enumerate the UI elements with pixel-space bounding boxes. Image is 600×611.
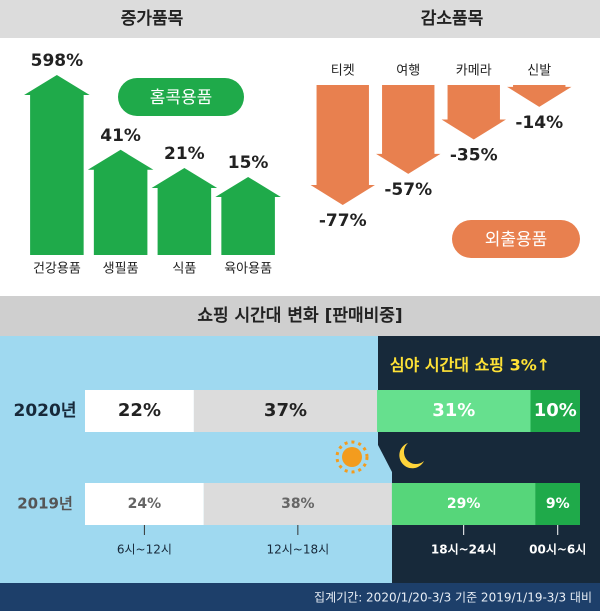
footer: 집계기간: 2020/1/20-3/3 기준 2019/1/19-3/3 대비 (314, 591, 592, 605)
value-label: 10% (534, 400, 577, 421)
row-label: 2020년 (14, 401, 77, 421)
value-label: 22% (118, 400, 161, 421)
category-label: 18시~24시 (431, 543, 497, 557)
badge-text: 홈콕용품 (150, 88, 213, 108)
value-label: -57% (384, 180, 432, 200)
value-label: 15% (228, 153, 269, 173)
annotation: 심야 시간대 쇼핑 3%↑ (390, 356, 550, 375)
value-label: 21% (164, 144, 205, 164)
segment (391, 483, 536, 525)
category-label: 여행 (396, 63, 420, 79)
increase-title: 증가품목 (121, 9, 184, 29)
top-header (0, 0, 600, 38)
sun-icon (335, 440, 369, 474)
arrow (507, 85, 572, 107)
badge (118, 78, 244, 116)
footer-bar (0, 583, 600, 611)
decrease-title: 감소품목 (421, 9, 484, 29)
value-label: 41% (100, 126, 141, 146)
moon-icon (399, 443, 424, 469)
category-label: 육아용품 (224, 262, 272, 277)
category-label: 신발 (527, 64, 551, 79)
section-header (0, 296, 600, 336)
category-label: 식품 (172, 262, 196, 277)
segment (377, 390, 531, 432)
segment (85, 390, 194, 432)
value-label: 24% (128, 496, 162, 512)
badge (452, 220, 580, 258)
segment (193, 390, 378, 432)
segment (203, 483, 392, 525)
category-label: 생필품 (103, 262, 139, 277)
value-label: -35% (450, 146, 498, 166)
arrow (376, 85, 441, 174)
arrow (151, 168, 218, 255)
value-label: 38% (281, 496, 315, 512)
value-label: 598% (31, 51, 84, 71)
value-label: -14% (515, 113, 563, 133)
value-label: 9% (546, 496, 570, 512)
badge-text: 외출용품 (485, 230, 548, 250)
arrow (87, 149, 154, 255)
arrow (24, 75, 90, 255)
arrow (310, 85, 375, 205)
category-label: 건강용품 (33, 262, 81, 277)
segment (530, 390, 580, 432)
category-label: 00시~6시 (529, 543, 586, 557)
value-label: -77% (319, 211, 367, 231)
arrow (441, 85, 506, 140)
category-label: 6시~12시 (117, 543, 172, 557)
arrow (215, 176, 281, 255)
time-title: 쇼핑 시간대 변화 [판매비중] (197, 306, 402, 326)
category-label: 12시~18시 (267, 543, 330, 557)
segment (535, 483, 580, 525)
row-label: 2019년 (17, 495, 73, 513)
value-label: 29% (447, 496, 481, 512)
value-label: 37% (264, 400, 307, 421)
segment (85, 483, 204, 525)
value-label: 31% (432, 400, 475, 421)
category-label: 카메라 (456, 64, 492, 79)
category-label: 티켓 (331, 64, 355, 79)
